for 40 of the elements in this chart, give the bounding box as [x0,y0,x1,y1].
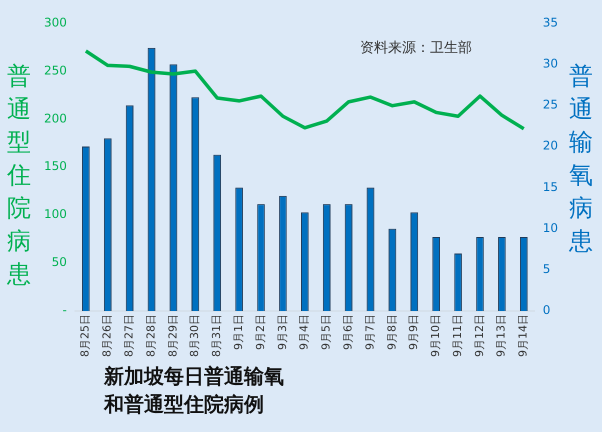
y2-tick-label: 35 [542,15,558,30]
x-tick-label: 9月9日 [407,314,420,350]
y2-tick-label: 25 [542,98,558,112]
y-tick-label: - [62,303,67,318]
y-tick-label: 250 [44,63,67,78]
y-tick-label: 200 [44,111,67,126]
y2-tick-label: 20 [542,138,558,153]
x-tick-label: 8月25日 [78,314,92,358]
y2-tick-label: 30 [542,56,558,70]
x-tick-label: 9月11日 [450,314,464,358]
x-tick-label: 8月28日 [144,314,158,358]
x-tick-label: 8月26日 [100,314,114,358]
text: 新加坡每日普通输氧和普通型住院病例 [104,363,285,418]
x-tick-label: 9月13日 [494,314,508,358]
y2-axis-title: 普通输氧病患 [568,61,594,257]
y2-tick-label: 10 [542,220,558,235]
y-tick-label: 100 [44,207,67,222]
y2-tick-label: 15 [542,180,558,194]
x-tick-label: 9月6日 [341,314,354,350]
x-tick-label: 9月12日 [472,314,486,358]
y-tick-label: 300 [44,15,67,30]
x-tick-label: 9月3日 [276,314,289,350]
x-tick-label: 8月27日 [122,314,136,358]
x-tick-label: 9月7日 [363,314,376,350]
y-tick-label: 50 [52,255,67,270]
x-tick-label: 9月1日 [232,314,245,350]
x-tick-label: 9月8日 [385,314,398,350]
x-tick-label: 8月29日 [166,314,180,358]
x-tick-label: 9月10日 [429,314,442,358]
y2-tick-label: 5 [542,262,550,276]
x-tick-label: 8月31日 [210,314,224,358]
x-tick-label: 8月30日 [188,314,202,358]
x-tick-label: 9月14日 [516,314,530,358]
y-tick-label: 150 [44,159,67,174]
annotation: 资料来源：卫生部 [360,40,472,56]
y2-tick-label: 0 [542,303,550,318]
x-tick-label: 9月2日 [254,314,267,350]
y-axis-title: 普通型住院病患 [6,61,32,290]
x-tick-label: 9月5日 [320,314,333,350]
x-tick-label: 9月4日 [298,314,311,350]
